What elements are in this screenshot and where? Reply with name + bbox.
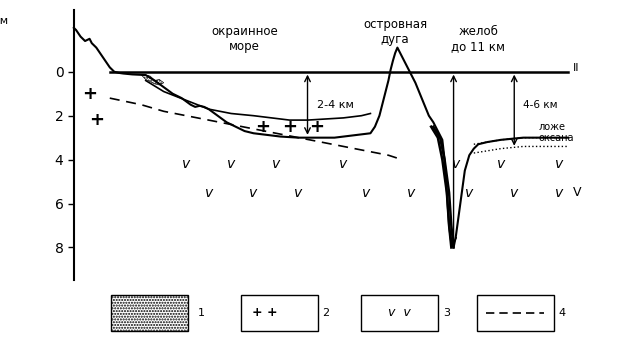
Text: v: v xyxy=(555,157,563,171)
Text: желоб
до 11 км: желоб до 11 км xyxy=(451,25,505,53)
Text: +: + xyxy=(255,118,270,136)
Text: v: v xyxy=(227,157,235,171)
Bar xyxy=(241,295,318,331)
Text: ложе: ложе xyxy=(539,122,566,132)
Text: 4: 4 xyxy=(559,308,566,318)
Text: +: + xyxy=(89,111,104,129)
Text: v  v: v v xyxy=(388,306,411,319)
Polygon shape xyxy=(375,48,424,133)
Text: 1: 1 xyxy=(198,308,204,318)
Polygon shape xyxy=(474,138,568,153)
Text: 2-4 км: 2-4 км xyxy=(317,100,353,110)
Text: островная
дуга: островная дуга xyxy=(363,18,427,46)
Text: 2: 2 xyxy=(323,308,330,318)
Text: оксана: оксана xyxy=(539,133,575,143)
Text: окраинное
море: окраинное море xyxy=(211,25,278,53)
Text: v: v xyxy=(340,157,347,171)
Text: v: v xyxy=(295,186,302,200)
Text: +: + xyxy=(309,118,324,136)
Text: v: v xyxy=(452,157,460,171)
Text: v: v xyxy=(555,186,563,200)
Text: + +: + + xyxy=(252,306,277,319)
Bar xyxy=(361,295,438,331)
Text: V: V xyxy=(573,186,581,199)
Text: v: v xyxy=(510,186,518,200)
Text: v: v xyxy=(497,157,505,171)
Text: 4-6 км: 4-6 км xyxy=(523,100,558,110)
Text: +: + xyxy=(82,85,97,103)
Text: v: v xyxy=(205,186,213,200)
Text: v: v xyxy=(182,157,190,171)
Text: II: II xyxy=(573,64,579,74)
Bar xyxy=(111,295,188,331)
Text: км: км xyxy=(0,16,8,26)
Polygon shape xyxy=(141,75,164,85)
Text: v: v xyxy=(250,186,257,200)
Text: v: v xyxy=(362,186,370,200)
Text: v: v xyxy=(407,186,415,200)
Text: v: v xyxy=(272,157,280,171)
Polygon shape xyxy=(146,75,370,138)
Bar xyxy=(476,295,553,331)
Text: +: + xyxy=(282,118,297,136)
Text: 3: 3 xyxy=(443,308,450,318)
Text: v: v xyxy=(465,186,473,200)
